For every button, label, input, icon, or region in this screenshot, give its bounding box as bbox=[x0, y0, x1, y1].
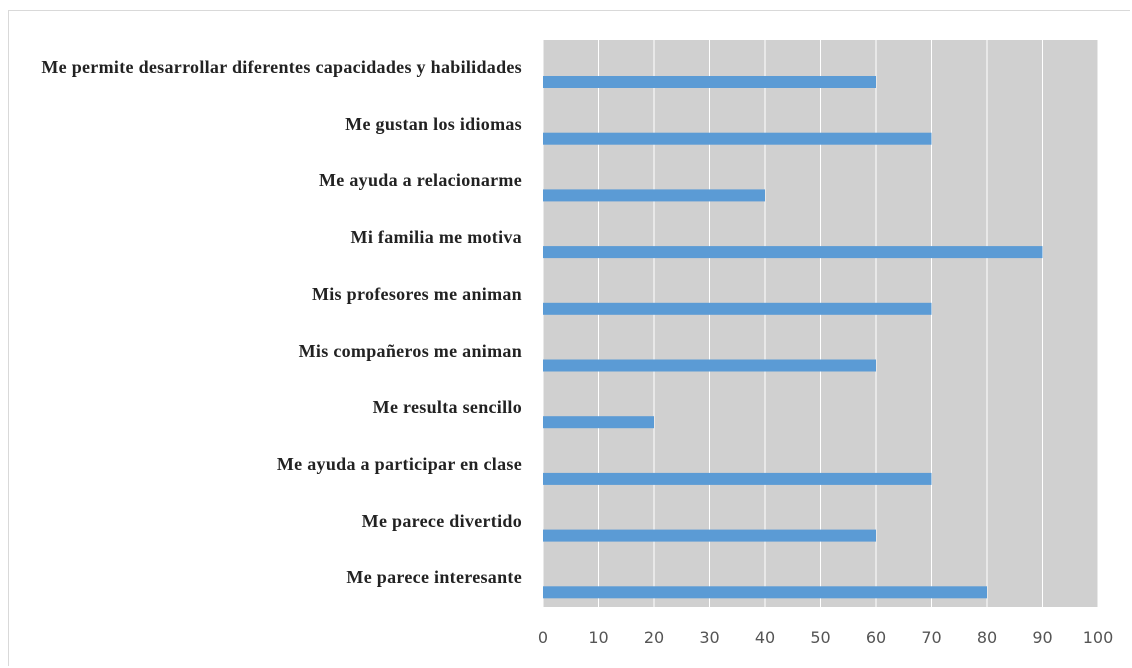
x-tick-label: 10 bbox=[588, 628, 608, 647]
x-tick-label: 70 bbox=[921, 628, 941, 647]
x-tick-label: 100 bbox=[1083, 628, 1114, 647]
x-tick-label: 80 bbox=[977, 628, 997, 647]
y-tick-label: Me ayuda a relacionarme bbox=[318, 170, 522, 191]
bar bbox=[543, 246, 1043, 259]
bar bbox=[543, 416, 654, 429]
bar bbox=[543, 189, 765, 202]
y-tick-label: Me gustan los idiomas bbox=[345, 113, 522, 134]
y-tick-label: Mis profesores me animan bbox=[311, 283, 522, 304]
bar bbox=[543, 76, 876, 88]
bar bbox=[543, 302, 932, 315]
x-tick-label: 60 bbox=[866, 628, 886, 647]
y-tick-label: Mis compañeros me animan bbox=[298, 340, 522, 361]
bar bbox=[543, 359, 876, 372]
x-tick-label: 30 bbox=[699, 628, 719, 647]
y-tick-label: Me parece interesante bbox=[346, 567, 522, 588]
x-tick-label: 40 bbox=[755, 628, 775, 647]
bar bbox=[543, 472, 932, 485]
bar bbox=[543, 529, 876, 542]
y-tick-label: Mi familia me motiva bbox=[350, 227, 522, 248]
y-tick-label: Me parece divertido bbox=[361, 510, 522, 531]
bar bbox=[543, 586, 987, 599]
x-tick-label: 50 bbox=[810, 628, 830, 647]
x-tick-label: 20 bbox=[644, 628, 664, 647]
y-tick-label: Me permite desarrollar diferentes capaci… bbox=[41, 57, 522, 77]
bar bbox=[543, 132, 932, 145]
frame bbox=[8, 10, 1130, 666]
y-tick-label: Me ayuda a participar en clase bbox=[276, 453, 522, 474]
y-tick-label: Me resulta sencillo bbox=[372, 397, 522, 418]
x-tick-label: 0 bbox=[538, 628, 548, 647]
x-tick-label: 90 bbox=[1032, 628, 1052, 647]
